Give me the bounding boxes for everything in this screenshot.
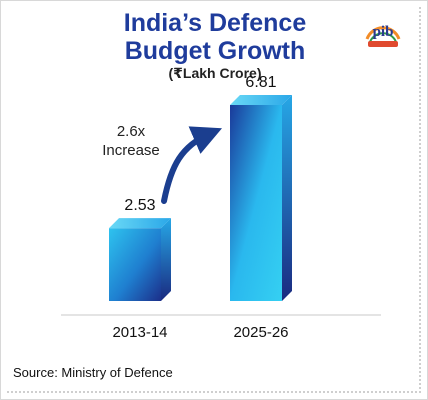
category-label-2013-14: 2013-14 <box>112 324 167 341</box>
bar-side-2025-26 <box>282 95 292 301</box>
bar-2025-26 <box>230 105 282 301</box>
pib-logo-text: pib <box>373 24 394 40</box>
annotation-line-2: Increase <box>102 142 160 159</box>
chart-unit-subtitle: (₹Lakh Crore) <box>168 65 262 81</box>
curved-arrow-icon <box>161 126 223 204</box>
value-label-2013-14: 2.53 <box>124 197 155 214</box>
category-label-2025-26: 2025-26 <box>233 324 288 341</box>
chart-title-line-2: Budget Growth <box>124 37 306 65</box>
bars-layer: 2.53 2013-14 6.81 2025-26 <box>109 74 292 341</box>
value-label-2025-26: 6.81 <box>245 74 276 91</box>
annotation-line-1: 2.6x <box>117 123 146 140</box>
bar-2013-14 <box>109 228 161 301</box>
bar-top-2025-26 <box>230 95 292 105</box>
source-note: Source: Ministry of Defence <box>13 365 173 380</box>
bar-side-2013-14 <box>161 218 171 301</box>
chart-title-line-1: India’s Defence <box>123 9 307 37</box>
pib-logo-icon: pib <box>365 24 401 47</box>
bar-top-2013-14 <box>109 218 171 229</box>
